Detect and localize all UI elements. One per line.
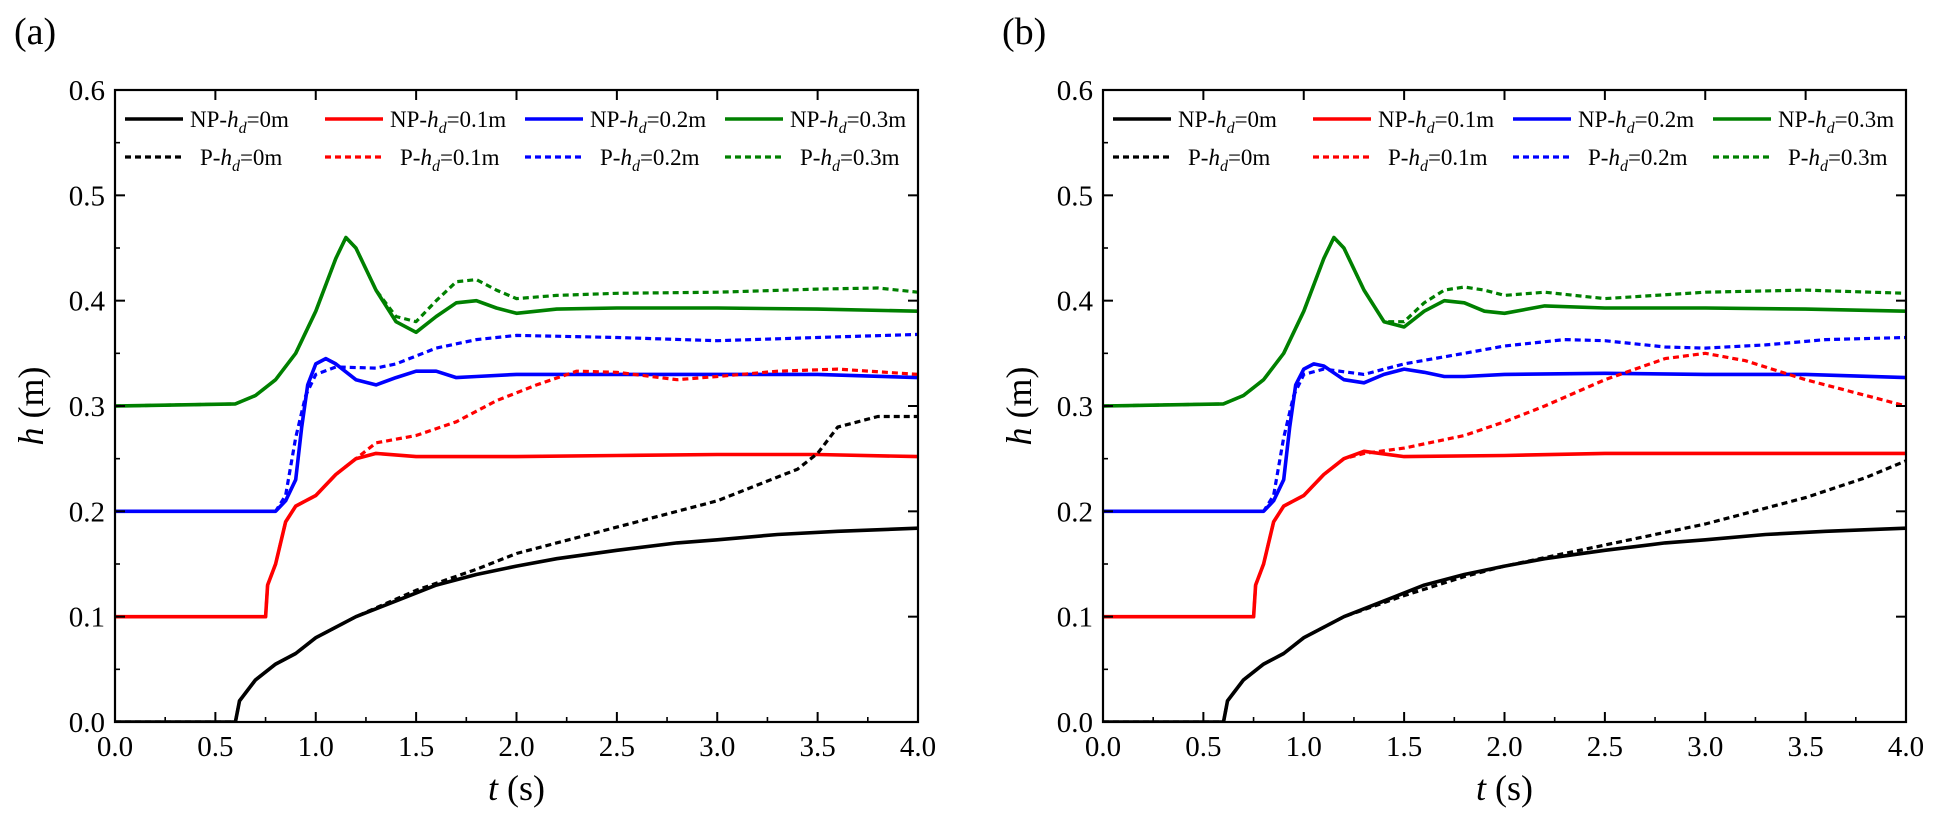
y-tick-label: 0.2 bbox=[1057, 496, 1093, 528]
series-line-4 bbox=[115, 414, 918, 722]
series-line-0 bbox=[115, 526, 918, 722]
y-tick-label: 0.4 bbox=[69, 286, 106, 318]
x-tick-label: 0.0 bbox=[1085, 731, 1121, 763]
x-tick-label: 1.5 bbox=[398, 731, 434, 763]
series-line-6 bbox=[115, 332, 918, 513]
legend-entry-label: NP-hd=0.1m bbox=[390, 107, 506, 137]
x-tick-label: 1.0 bbox=[298, 731, 334, 763]
series-line-7 bbox=[115, 235, 918, 408]
x-tick-label: 1.0 bbox=[1286, 731, 1322, 763]
series-line-3 bbox=[1103, 235, 1906, 408]
y-tick-label: 0.3 bbox=[69, 391, 105, 423]
legend-entry-label: P-hd=0.1m bbox=[1388, 145, 1488, 175]
x-tick-label: 3.0 bbox=[1687, 731, 1723, 763]
legend: NP-hd=0m NP-hd=0.1m NP-hd=0.2m NP-hd=0.3m P-… bbox=[1113, 107, 1894, 175]
series-line-6 bbox=[1103, 335, 1906, 513]
legend-entry-label: P-hd=0.2m bbox=[1588, 145, 1688, 175]
series-line-4 bbox=[1103, 459, 1906, 722]
x-tick-label: 3.0 bbox=[699, 731, 735, 763]
y-tick-label: 0.6 bbox=[1057, 75, 1093, 107]
x-tick-label: 4.0 bbox=[900, 731, 936, 763]
y-tick-label: 0.3 bbox=[1057, 391, 1093, 423]
legend-entry-label: NP-hd=0.2m bbox=[1578, 107, 1694, 137]
x-tick-label: 0.5 bbox=[1185, 731, 1221, 763]
y-tick-label: 0.1 bbox=[1057, 602, 1093, 634]
x-tick-label: 2.0 bbox=[1486, 731, 1522, 763]
legend-entry-label: P-hd=0.3m bbox=[1788, 145, 1888, 175]
series-line-1 bbox=[1103, 449, 1906, 619]
y-tick-label: 0.1 bbox=[69, 602, 105, 634]
legend-entry-label: NP-hd=0.3m bbox=[790, 107, 906, 137]
y-tick-label: 0.0 bbox=[69, 707, 105, 739]
legend-entry-label: P-hd=0.1m bbox=[400, 145, 500, 175]
panel-label: (b) bbox=[1002, 11, 1046, 53]
legend-entry-label: NP-hd=0.1m bbox=[1378, 107, 1494, 137]
y-axis-label: h (m) bbox=[11, 367, 51, 446]
panel-b: (b) 0.0 0.5 1.0 1.5 2.0 2.5 3.0 3.5 4.0 0.0 0.1 0.2 0… bbox=[999, 11, 1924, 808]
series-line-0 bbox=[1103, 526, 1906, 722]
x-tick-label: 2.0 bbox=[498, 731, 534, 763]
legend-entry-label: P-hd=0.2m bbox=[600, 145, 700, 175]
x-tick-label: 1.5 bbox=[1386, 731, 1422, 763]
x-axis-label: t (s) bbox=[488, 768, 545, 808]
legend-entry-label: P-hd=0m bbox=[1188, 145, 1270, 175]
series-line-2 bbox=[115, 356, 918, 514]
x-tick-label: 0.0 bbox=[97, 731, 133, 763]
legend-entry-label: NP-hd=0m bbox=[1178, 107, 1277, 137]
panel-label: (a) bbox=[14, 11, 56, 53]
legend-entry-label: NP-hd=0.2m bbox=[590, 107, 706, 137]
y-tick-label: 0.0 bbox=[1057, 707, 1093, 739]
legend-entry-label: P-hd=0m bbox=[200, 145, 282, 175]
series-line-5 bbox=[115, 367, 918, 619]
legend-entry-label: P-hd=0.3m bbox=[800, 145, 900, 175]
x-tick-label: 2.5 bbox=[599, 731, 635, 763]
x-tick-label: 3.5 bbox=[1788, 731, 1824, 763]
series-line-3 bbox=[115, 235, 918, 408]
x-tick-label: 4.0 bbox=[1888, 731, 1924, 763]
plot-frame bbox=[1101, 88, 1908, 724]
series-group bbox=[115, 235, 918, 722]
legend-entry-label: NP-hd=0.3m bbox=[1778, 107, 1894, 137]
x-tick-label: 2.5 bbox=[1587, 731, 1623, 763]
y-tick-label: 0.6 bbox=[69, 75, 105, 107]
y-tick-label: 0.5 bbox=[69, 180, 105, 212]
y-tick-label: 0.4 bbox=[1057, 286, 1094, 318]
panel-a: (a) 0.0 0.5 1.0 1.5 2.0 2.5 3.0 3.5 4.0 0.0 0.1 0.2 0… bbox=[11, 11, 936, 808]
series-line-2 bbox=[1103, 362, 1906, 514]
series-line-5 bbox=[1103, 351, 1906, 619]
legend: NP-hd=0m NP-hd=0.1m NP-hd=0.2m NP-hd=0.3m P-… bbox=[125, 107, 906, 175]
x-tick-label: 3.5 bbox=[800, 731, 836, 763]
series-line-1 bbox=[115, 451, 918, 619]
series-group bbox=[1103, 235, 1906, 722]
legend-entry-label: NP-hd=0m bbox=[190, 107, 289, 137]
y-axis-label: h (m) bbox=[999, 367, 1039, 446]
y-tick-label: 0.2 bbox=[69, 496, 105, 528]
x-axis-label: t (s) bbox=[1476, 768, 1533, 808]
series-line-7 bbox=[1103, 235, 1906, 408]
plot-frame bbox=[113, 88, 920, 724]
y-tick-label: 0.5 bbox=[1057, 180, 1093, 212]
x-tick-label: 0.5 bbox=[197, 731, 233, 763]
